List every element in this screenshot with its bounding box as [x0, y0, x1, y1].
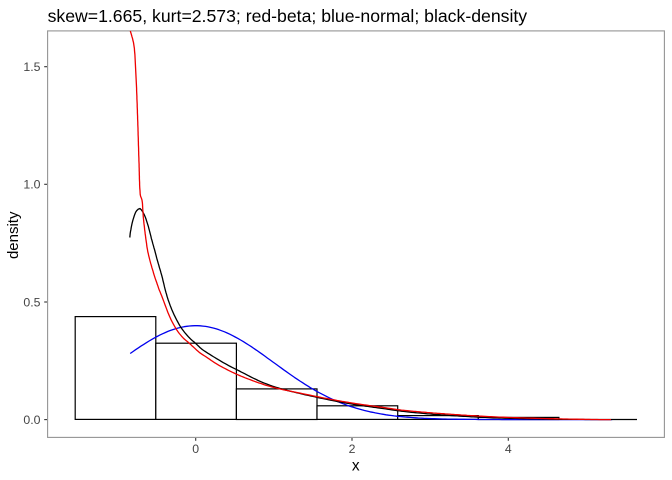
- svg-text:1.5: 1.5: [23, 60, 40, 74]
- svg-text:0.0: 0.0: [23, 413, 40, 427]
- svg-text:skew=1.665, kurt=2.573; red-be: skew=1.665, kurt=2.573; red-beta; blue-n…: [48, 6, 528, 26]
- svg-text:0.5: 0.5: [23, 295, 40, 309]
- svg-text:0: 0: [192, 442, 199, 456]
- svg-text:4: 4: [505, 442, 512, 456]
- svg-text:density: density: [5, 211, 22, 259]
- svg-text:x: x: [352, 458, 360, 475]
- svg-text:2: 2: [349, 442, 356, 456]
- svg-text:1.0: 1.0: [23, 178, 40, 192]
